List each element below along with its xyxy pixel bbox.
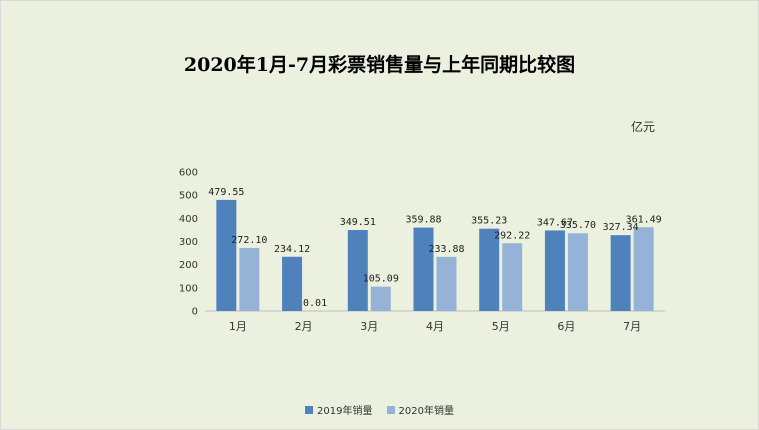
data-label: 105.09 xyxy=(363,274,399,285)
unit-label: 亿元 xyxy=(631,120,656,134)
bar-2019 xyxy=(216,199,237,311)
y-tick-label: 100 xyxy=(179,283,198,294)
data-label: 233.88 xyxy=(428,244,464,255)
data-label: 335.70 xyxy=(560,220,596,231)
bar-2019 xyxy=(610,235,631,311)
axis-layer: 0 100 200 300 400 500 600 1月 2月 3月 4月 5月 6月 7月 xyxy=(179,168,665,333)
bar-2020 xyxy=(633,227,654,311)
bars-layer xyxy=(216,199,654,311)
x-tick-label: 5月 xyxy=(492,320,510,333)
bar-2019 xyxy=(544,230,565,311)
chart-title: 2020年1月-7月彩票销售量与上年同期比较图 xyxy=(183,54,576,76)
x-tick-label: 6月 xyxy=(557,320,575,333)
data-labels-layer: 479.55 272.10 234.12 0.01 349.51 105.09 359.88… xyxy=(208,187,661,309)
data-label: 327.34 xyxy=(603,222,639,233)
legend: 2019年销量 2020年销量 xyxy=(0,402,759,417)
x-tick-label: 3月 xyxy=(360,320,378,333)
x-tick-label: 7月 xyxy=(623,320,641,333)
y-tick-label: 400 xyxy=(179,214,198,225)
data-label: 355.23 xyxy=(471,216,507,227)
legend-item-2020: 2020年销量 xyxy=(386,402,454,417)
data-label: 347.67 xyxy=(537,217,573,228)
bar-2020 xyxy=(502,243,523,311)
legend-item-2019: 2019年销量 xyxy=(305,402,373,417)
bar-2020 xyxy=(239,247,260,311)
y-tick-label: 200 xyxy=(179,260,198,271)
x-tick-label: 2月 xyxy=(295,320,313,333)
data-label: 234.12 xyxy=(274,244,310,255)
y-tick-label: 0 xyxy=(192,307,198,318)
legend-swatch-2020 xyxy=(386,405,395,414)
data-label: 361.49 xyxy=(626,214,662,225)
bar-2019 xyxy=(413,227,434,311)
bar-2019 xyxy=(479,228,500,311)
data-label: 479.55 xyxy=(208,187,244,198)
data-label: 349.51 xyxy=(340,217,376,228)
legend-label-2019: 2019年销量 xyxy=(317,406,373,417)
y-tick-label: 600 xyxy=(179,168,198,179)
x-tick-label: 4月 xyxy=(426,320,444,333)
bar-2020 xyxy=(370,286,391,311)
data-label: 0.01 xyxy=(303,298,327,309)
data-label: 272.10 xyxy=(231,235,267,246)
y-tick-label: 300 xyxy=(179,237,198,248)
legend-label-2020: 2020年销量 xyxy=(398,406,454,417)
data-label: 359.88 xyxy=(405,215,441,226)
legend-swatch-2019 xyxy=(305,405,314,414)
bar-2020 xyxy=(567,233,588,311)
bar-2019 xyxy=(347,230,368,311)
bar-2019 xyxy=(282,256,303,311)
y-tick-label: 500 xyxy=(179,191,198,202)
bar-2020 xyxy=(436,256,457,311)
data-label: 292.22 xyxy=(494,230,530,241)
x-tick-label: 1月 xyxy=(229,320,247,333)
